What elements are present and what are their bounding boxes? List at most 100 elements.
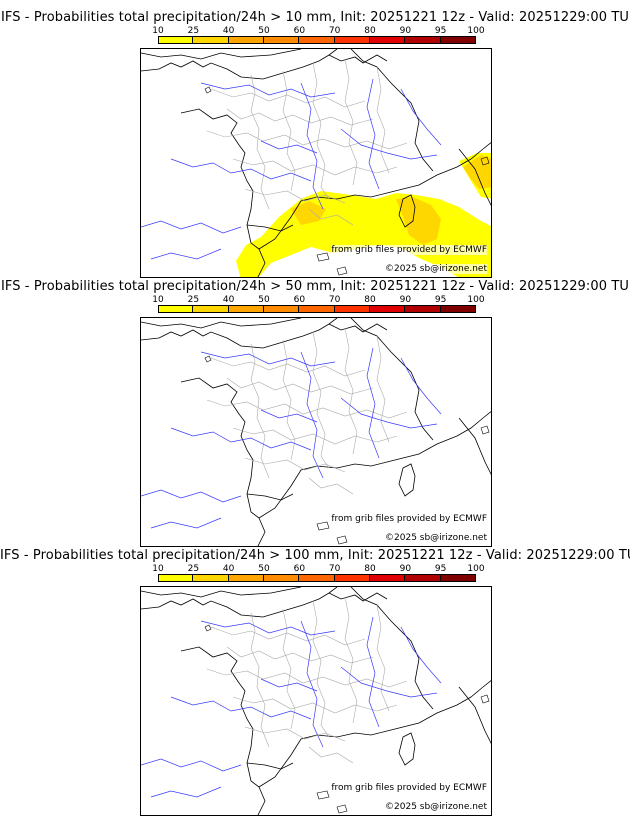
colorbar-tick-label: 95 bbox=[434, 564, 447, 574]
island bbox=[204, 624, 212, 632]
coastline-channel bbox=[141, 49, 338, 80]
colorbar-segment bbox=[158, 36, 194, 44]
colorbar-tick-label: 100 bbox=[467, 26, 485, 36]
department-border bbox=[226, 108, 374, 126]
department-border bbox=[232, 158, 398, 176]
department-border bbox=[344, 596, 358, 724]
forecast-panel-50mm: IFS - Probabilities total precipitation/… bbox=[0, 269, 630, 547]
colorbar-tick-label: 95 bbox=[434, 295, 447, 305]
island bbox=[336, 266, 348, 276]
river bbox=[300, 351, 324, 479]
colorbar-segment bbox=[370, 305, 406, 313]
island bbox=[480, 694, 490, 704]
colorbar-tick-label: 60 bbox=[293, 295, 306, 305]
department-border bbox=[250, 74, 270, 210]
colorbar-tick-label: 70 bbox=[328, 26, 341, 36]
colorbar-segment bbox=[405, 36, 441, 44]
river bbox=[141, 220, 242, 234]
river bbox=[366, 78, 380, 190]
island bbox=[204, 355, 212, 363]
river bbox=[400, 357, 442, 415]
colorbar-tick-label: 25 bbox=[187, 26, 200, 36]
department-border bbox=[344, 58, 358, 186]
department-border bbox=[282, 339, 296, 461]
national-border-pyrenees bbox=[246, 762, 294, 770]
river bbox=[150, 517, 222, 529]
department-border bbox=[206, 399, 408, 419]
corsica-outline bbox=[398, 732, 416, 766]
department-border bbox=[244, 188, 346, 204]
island bbox=[316, 521, 330, 531]
colorbar-frame bbox=[158, 305, 476, 313]
colorbar-segment bbox=[193, 305, 229, 313]
department-border bbox=[206, 130, 408, 150]
department-border bbox=[344, 327, 358, 455]
department-border bbox=[282, 70, 296, 192]
colorbar-segment bbox=[334, 36, 370, 44]
river bbox=[340, 128, 438, 160]
map-canvas bbox=[141, 587, 491, 815]
river bbox=[300, 82, 324, 210]
department-border bbox=[226, 646, 374, 664]
river bbox=[200, 351, 336, 367]
colorbar-frame bbox=[158, 36, 476, 44]
colorbar-tick-label: 90 bbox=[399, 564, 412, 574]
coastline-channel bbox=[141, 587, 338, 618]
colorbar-segment bbox=[370, 574, 406, 582]
colorbar-segment bbox=[299, 305, 335, 313]
river bbox=[170, 158, 312, 182]
colorbar-segment bbox=[334, 574, 370, 582]
colorbar-tick-label: 40 bbox=[222, 26, 235, 36]
colorbar-segment bbox=[264, 305, 300, 313]
copyright-credit: ©2025 sb@irizone.net bbox=[385, 264, 487, 274]
colorbar-segment bbox=[158, 574, 194, 582]
island bbox=[204, 86, 212, 94]
coastline-mediterranean bbox=[258, 680, 491, 788]
department-border bbox=[312, 62, 330, 200]
river bbox=[170, 696, 312, 720]
colorbar: 10 25 40 50 60 70 80 90 95 100 bbox=[152, 295, 485, 315]
map-france: from grib files provided by ECMWF ©2025 … bbox=[140, 48, 492, 278]
source-credit: from grib files provided by ECMWF bbox=[331, 514, 487, 524]
coastline-mediterranean bbox=[258, 411, 491, 519]
department-border bbox=[376, 66, 390, 174]
colorbar-tick-label: 95 bbox=[434, 26, 447, 36]
department-border bbox=[250, 343, 270, 479]
colorbar-segment bbox=[264, 36, 300, 44]
colorbar-tick-label: 80 bbox=[364, 26, 376, 36]
panel-title: IFS - Probabilities total precipitation/… bbox=[0, 279, 630, 294]
forecast-panel-10mm: IFS - Probabilities total precipitation/… bbox=[0, 0, 630, 278]
colorbar-tick-label: 100 bbox=[467, 295, 485, 305]
panel-title: IFS - Probabilities total precipitation/… bbox=[0, 548, 630, 563]
colorbar-segment bbox=[193, 574, 229, 582]
colorbar-tick-label: 25 bbox=[187, 295, 200, 305]
colorbar-segment bbox=[334, 305, 370, 313]
map-canvas bbox=[141, 318, 491, 546]
colorbar-tick-label: 40 bbox=[222, 564, 235, 574]
colorbar-segment bbox=[193, 36, 229, 44]
colorbar-segment bbox=[299, 574, 335, 582]
coastline-channel bbox=[141, 318, 338, 349]
department-border bbox=[210, 88, 366, 108]
island bbox=[480, 156, 490, 166]
national-border-east bbox=[350, 318, 434, 441]
colorbar-segment bbox=[264, 574, 300, 582]
river bbox=[340, 666, 438, 698]
coastline-benelux bbox=[328, 54, 388, 64]
department-border bbox=[250, 612, 270, 748]
colorbar-tick-label: 70 bbox=[328, 295, 341, 305]
river bbox=[200, 82, 336, 98]
coastline-spain-north bbox=[257, 517, 266, 546]
coastline-spain-north bbox=[257, 786, 266, 815]
river bbox=[260, 140, 318, 154]
coastline-spain-north bbox=[257, 248, 266, 277]
source-credit: from grib files provided by ECMWF bbox=[331, 783, 487, 793]
coastline-italy bbox=[458, 148, 491, 206]
island bbox=[480, 425, 490, 435]
map-canvas bbox=[141, 49, 491, 277]
colorbar-tick-label: 50 bbox=[258, 26, 270, 36]
river bbox=[366, 347, 380, 459]
colorbar-frame bbox=[158, 574, 476, 582]
coastline-england bbox=[141, 49, 302, 60]
coastline-benelux bbox=[328, 323, 388, 333]
